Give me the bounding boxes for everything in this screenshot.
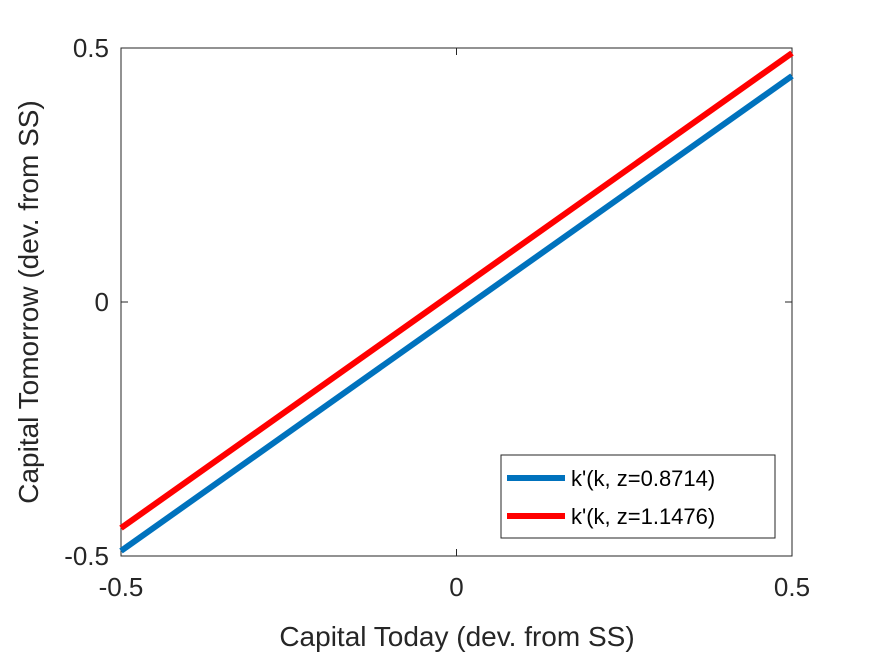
legend-label: k'(k, z=0.8714) <box>571 466 715 491</box>
series-group <box>119 50 794 554</box>
series-line-z-0-8714 <box>119 73 794 554</box>
x-axis-label: Capital Today (dev. from SS) <box>279 621 634 652</box>
x-tick-label: 0.5 <box>774 572 810 602</box>
y-tick-label: 0.5 <box>73 33 109 63</box>
y-axis-label: Capital Tomorrow (dev. from SS) <box>13 100 44 504</box>
series-line-z-1-1476 <box>119 50 794 531</box>
x-tick-label: -0.5 <box>99 572 144 602</box>
y-tick-label: 0 <box>95 287 109 317</box>
x-tick-label: 0 <box>449 572 463 602</box>
legend-label: k'(k, z=1.1476) <box>571 504 715 529</box>
tick-labels: -0.5 0 0.5 -0.5 0 0.5 <box>64 33 810 602</box>
y-tick-label: -0.5 <box>64 541 109 571</box>
legend: k'(k, z=0.8714) k'(k, z=1.1476) <box>500 454 776 539</box>
legend-box <box>500 454 776 539</box>
